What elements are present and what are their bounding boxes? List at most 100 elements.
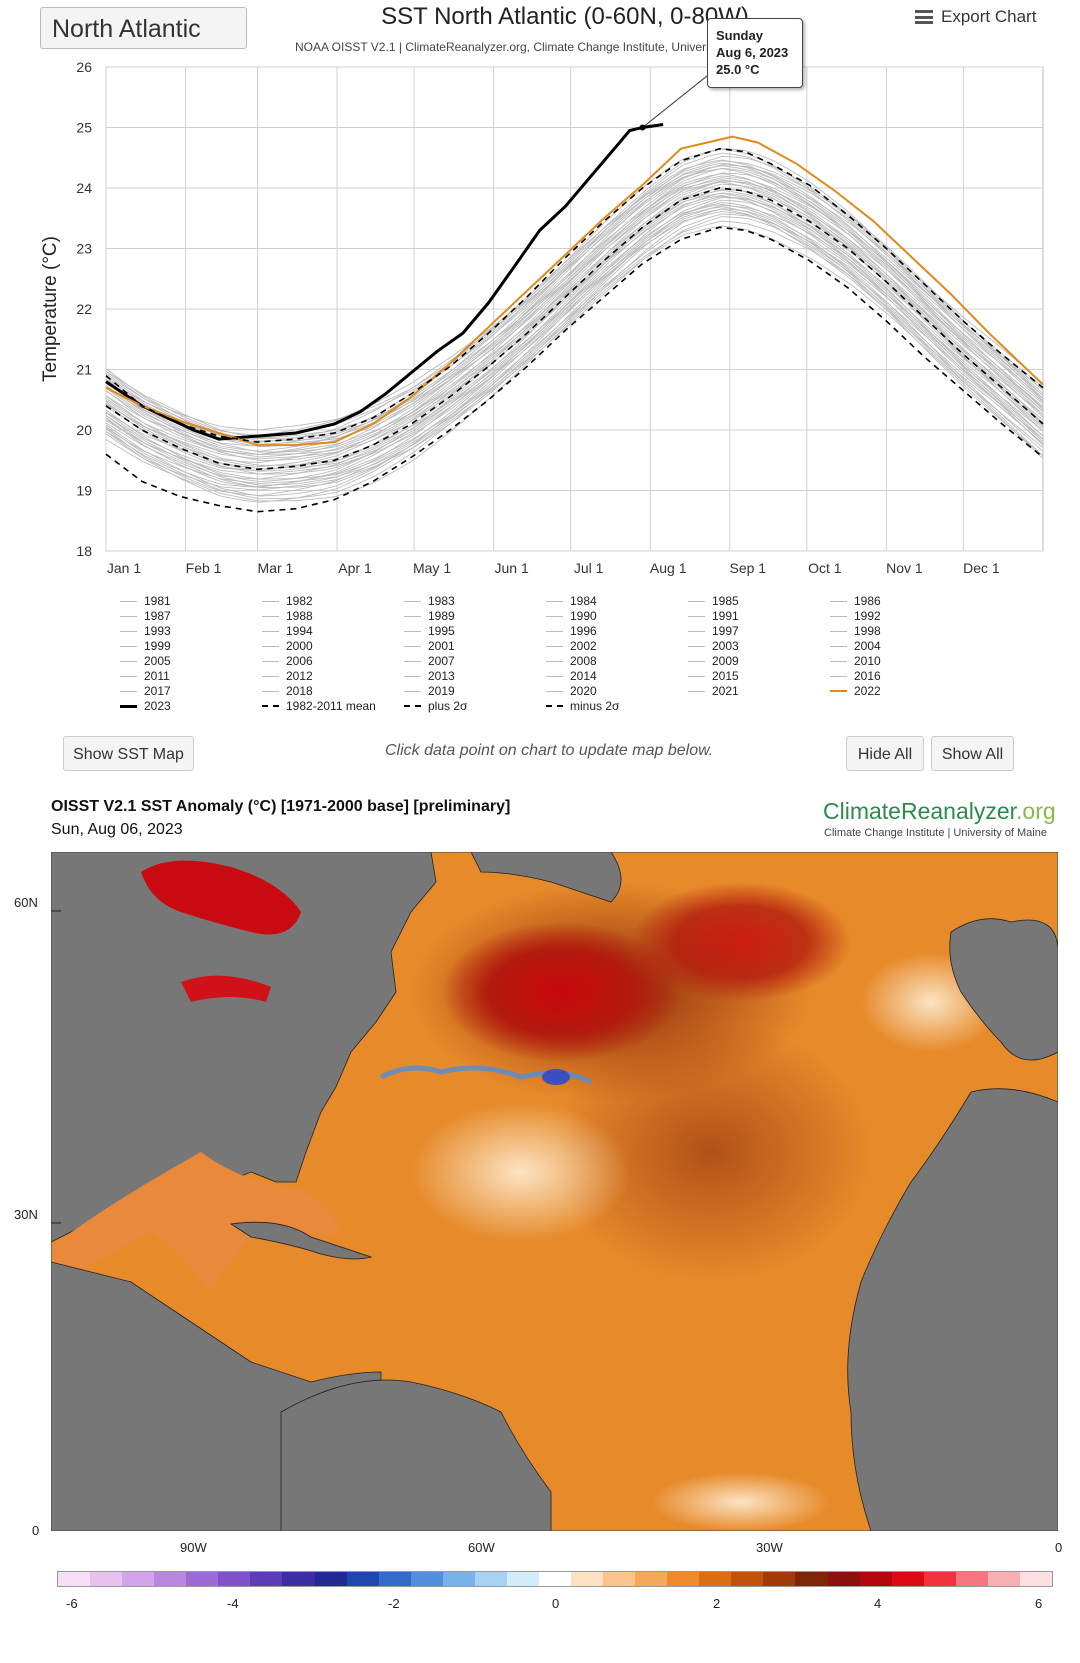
sst-anomaly-map[interactable] [51,852,1058,1531]
colorbar-swatch [186,1572,219,1586]
legend-swatch [120,615,137,617]
lon-label-60w: 60W [468,1540,495,1555]
legend-item[interactable]: 1988 [262,609,313,623]
legend-item[interactable]: 2003 [688,639,739,653]
legend-swatch [262,645,279,647]
legend-item[interactable]: 1981 [120,594,171,608]
year-series-line [105,183,1044,472]
show-sst-map-button[interactable]: Show SST Map [63,736,194,771]
legend-item[interactable]: 2000 [262,639,313,653]
legend-item[interactable]: 1991 [688,609,739,623]
legend-label: 1982 [286,594,313,608]
year-series-line [105,164,1044,448]
legend-item[interactable]: 1985 [688,594,739,608]
tooltip-date: Aug 6, 2023 [716,45,789,60]
legend-label: 1987 [144,609,171,623]
legend-swatch [546,705,563,707]
legend-item[interactable]: 1993 [120,624,171,638]
legend-item[interactable]: 2002 [546,639,597,653]
legend-item[interactable]: 1987 [120,609,171,623]
legend-item[interactable]: 2009 [688,654,739,668]
legend-item[interactable]: 2001 [404,639,455,653]
legend-label: 2002 [570,639,597,653]
colorbar-swatch [538,1572,571,1586]
legend-item[interactable]: 1990 [546,609,597,623]
legend-item[interactable]: 1996 [546,624,597,638]
export-chart-button[interactable]: Export Chart [915,7,1036,27]
x-tick-label: Nov 1 [886,560,923,576]
climate-reanalyzer-logo[interactable]: ClimateReanalyzer.org [823,798,1056,825]
legend-swatch [404,645,421,647]
legend-label: 2004 [854,639,881,653]
show-all-button[interactable]: Show All [931,736,1014,771]
legend-item[interactable]: 1997 [688,624,739,638]
colorbar-swatch [827,1572,860,1586]
tooltip-value: 25.0 °C [716,62,760,77]
legend-item[interactable]: 2019 [404,684,455,698]
legend-label: 2008 [570,654,597,668]
legend-label: 2019 [428,684,455,698]
region-select[interactable]: North Atlantic [40,7,247,49]
cool-anomaly-spot [542,1069,570,1085]
hide-all-button[interactable]: Hide All [846,736,924,771]
legend-item[interactable]: 1992 [830,609,881,623]
x-tick-label: Feb 1 [186,560,222,576]
legend-item[interactable]: 1994 [262,624,313,638]
legend-item[interactable]: 2008 [546,654,597,668]
year-series-line [105,152,1044,439]
legend-item[interactable]: 1986 [830,594,881,608]
legend-item[interactable]: 2006 [262,654,313,668]
legend-item[interactable]: 1995 [404,624,455,638]
year-series-line [105,197,1044,483]
legend-item[interactable]: 2013 [404,669,455,683]
legend-swatch [688,675,705,677]
legend-item[interactable]: 2011 [120,669,170,683]
legend-item[interactable]: minus 2σ [546,699,619,713]
legend-label: 2014 [570,669,597,683]
south-america-landmass [280,1379,552,1531]
marine-heatwave-region [441,922,681,1062]
colorbar-swatch [122,1572,155,1586]
year-series-line [105,168,1044,445]
legend-item[interactable]: 2015 [688,669,739,683]
legend-swatch [546,660,563,662]
legend-item[interactable]: 2018 [262,684,313,698]
year-series-line [105,225,1044,502]
legend-label: 1992 [854,609,881,623]
legend-item[interactable]: 2023 [120,699,171,713]
legend-item[interactable]: 1982-2011 mean [262,699,376,713]
legend-item[interactable]: 2007 [404,654,455,668]
legend-item[interactable]: 1989 [404,609,455,623]
legend-item[interactable]: 1982 [262,594,313,608]
legend-label: 1986 [854,594,881,608]
y-tick-label: 19 [76,483,92,499]
legend-label: 1998 [854,624,881,638]
legend-item[interactable]: 2004 [830,639,881,653]
legend-item[interactable]: plus 2σ [404,699,467,713]
colorbar-swatch [506,1572,539,1586]
legend-item[interactable]: 2021 [688,684,739,698]
legend-label: 2007 [428,654,455,668]
chart-hint: Click data point on chart to update map … [385,742,714,759]
legend-item[interactable]: 2017 [120,684,171,698]
legend-swatch [688,645,705,647]
legend-item[interactable]: 1998 [830,624,881,638]
colorbar-swatch [474,1572,507,1586]
legend-label: 2013 [428,669,455,683]
y-axis-label: Temperature (°C) [40,236,61,382]
legend-item[interactable]: 2016 [830,669,881,683]
legend-item[interactable]: 2012 [262,669,313,683]
x-tick-label: Jan 1 [107,560,141,576]
legend-item[interactable]: 2010 [830,654,881,668]
legend-item[interactable]: 1983 [404,594,455,608]
sst-line-chart[interactable]: 18 19 20 21 22 23 24 25 26 Jan 1 Feb 1 Mar 1 Apr 1 Ma… [0,0,1080,590]
legend-item[interactable]: 2014 [546,669,597,683]
legend-label: 2015 [712,669,739,683]
legend-item[interactable]: 1999 [120,639,171,653]
legend-item[interactable]: 2022 [830,684,881,698]
colorbar-swatch [667,1572,700,1586]
x-tick-label: Apr 1 [338,560,372,576]
legend-item[interactable]: 1984 [546,594,597,608]
legend-item[interactable]: 2020 [546,684,597,698]
legend-item[interactable]: 2005 [120,654,171,668]
